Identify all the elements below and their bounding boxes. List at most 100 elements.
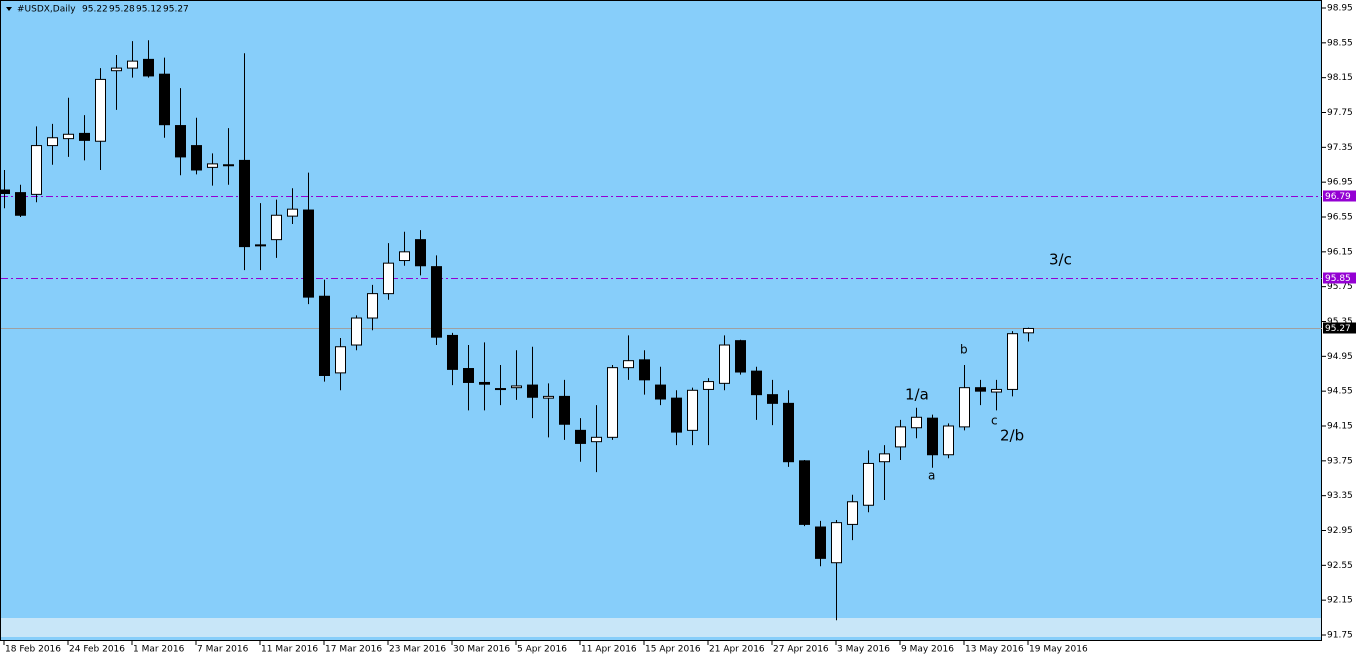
candle-body	[31, 145, 42, 195]
candle-body	[159, 73, 170, 126]
x-tick-label: 27 Apr 2016	[773, 645, 829, 655]
x-tick-label: 11 Mar 2016	[261, 645, 318, 655]
x-tick-label: 7 Mar 2016	[197, 645, 249, 655]
candle-body	[527, 384, 538, 398]
candle-body	[879, 453, 890, 463]
header-value: 95.28	[109, 5, 135, 15]
candle-body	[271, 214, 282, 241]
x-tick-label: 23 Mar 2016	[389, 645, 446, 655]
candle-body	[447, 334, 458, 370]
candle-body	[223, 164, 234, 167]
candle-body	[623, 360, 634, 369]
plot-footer-band	[1, 618, 1322, 637]
candle-body	[543, 395, 554, 399]
header-value: 95.22	[82, 5, 108, 15]
candle-body	[127, 60, 138, 69]
candle-body	[815, 526, 826, 559]
y-tick-label: 96.95	[1327, 178, 1353, 188]
x-tick-label: 24 Feb 2016	[69, 645, 125, 655]
chart-title: #USDX,Daily	[17, 5, 76, 15]
candle-body	[495, 388, 506, 391]
candle-body	[783, 402, 794, 463]
candle-body	[639, 359, 650, 381]
candle-body	[111, 67, 122, 72]
candle-body	[175, 125, 186, 158]
candle-body	[799, 460, 810, 525]
x-tick-label: 30 Mar 2016	[453, 645, 510, 655]
x-tick-label: 11 Apr 2016	[581, 645, 637, 655]
candle-body	[335, 346, 346, 374]
annotation: 2/b	[1000, 427, 1024, 445]
candle-body	[79, 132, 90, 141]
level-label-box	[1323, 322, 1356, 334]
y-tick-label: 93.35	[1327, 491, 1353, 501]
candle-body	[399, 251, 410, 262]
candle-body	[975, 387, 986, 392]
y-tick-label: 94.55	[1327, 387, 1353, 397]
annotation: c	[991, 414, 998, 428]
level-label-box	[1323, 190, 1356, 202]
candle-body	[351, 317, 362, 346]
candle-body	[751, 370, 762, 396]
y-tick-label: 97.35	[1327, 143, 1353, 153]
x-tick-label: 21 Apr 2016	[709, 645, 765, 655]
candle-body	[255, 244, 266, 247]
x-tick-label: 1 Mar 2016	[133, 645, 185, 655]
candle-body	[655, 384, 666, 400]
level-label: 95.85	[1325, 274, 1351, 284]
candle-body	[831, 522, 842, 564]
candle-body	[559, 395, 570, 425]
x-tick-label: 15 Apr 2016	[645, 645, 701, 655]
y-tick-label: 91.75	[1327, 631, 1353, 641]
candle-body	[767, 394, 778, 404]
y-tick-label: 95.35	[1327, 317, 1353, 327]
candle-body	[927, 417, 938, 456]
candle-body	[847, 501, 858, 525]
x-tick-label: 5 Apr 2016	[517, 645, 567, 655]
header-value: 95.27	[163, 5, 189, 15]
y-tick-label: 92.15	[1327, 596, 1353, 606]
annotation: a	[928, 469, 935, 483]
y-tick-label: 97.75	[1327, 108, 1353, 118]
y-tick-label: 95.75	[1327, 282, 1353, 292]
candle-body	[367, 293, 378, 319]
y-tick-label: 98.95	[1327, 4, 1353, 14]
candle-body	[95, 78, 106, 142]
candle-body	[511, 385, 522, 389]
y-tick-label: 96.15	[1327, 247, 1353, 257]
annotation: 3/c	[1049, 251, 1072, 269]
candle-body	[911, 416, 922, 429]
level-label-box	[1323, 272, 1356, 284]
candle-body	[703, 381, 714, 390]
candle-body	[1023, 327, 1034, 334]
candle-body	[431, 266, 442, 338]
y-tick-label: 98.55	[1327, 38, 1353, 48]
candle-body	[687, 389, 698, 431]
candle-body	[415, 239, 426, 267]
candle-body	[863, 462, 874, 506]
candle-body	[239, 159, 250, 248]
x-tick-label: 13 May 2016	[965, 645, 1024, 655]
header-values: 95.22 95.28 95.12 95.27	[82, 5, 189, 15]
x-tick-label: 19 May 2016	[1029, 645, 1088, 655]
level-label: 95.27	[1325, 324, 1351, 334]
candle-body	[287, 208, 298, 217]
candle-body	[319, 295, 330, 376]
candle-body	[63, 133, 74, 140]
plot-border	[0, 0, 1322, 641]
candle-body	[479, 381, 490, 385]
header-value: 95.12	[136, 5, 162, 15]
candle-body	[463, 368, 474, 383]
candle-body	[191, 145, 202, 171]
menu-arrow[interactable]	[6, 7, 12, 11]
candle-body	[143, 58, 154, 77]
y-tick-label: 94.15	[1327, 422, 1353, 432]
candle-body	[943, 425, 954, 456]
candle-body	[719, 344, 730, 384]
y-tick-label: 98.15	[1327, 73, 1353, 83]
candle-body	[1007, 333, 1018, 390]
candle-body	[895, 426, 906, 448]
annotation: b	[960, 343, 968, 357]
candle-body	[47, 137, 58, 147]
